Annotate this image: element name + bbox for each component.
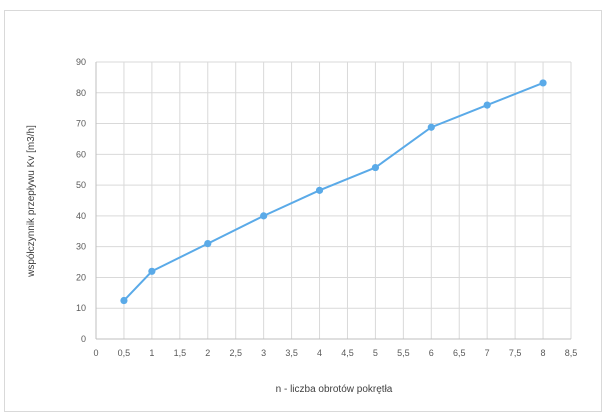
x-tick-label: 8,5 xyxy=(565,348,578,358)
data-point xyxy=(539,79,547,87)
y-tick-label: 80 xyxy=(76,88,86,98)
x-tick-label: 2,5 xyxy=(229,348,242,358)
x-tick-label: 8 xyxy=(541,348,546,358)
y-tick-label: 30 xyxy=(76,242,86,252)
x-tick-label: 5,5 xyxy=(397,348,410,358)
x-tick-label: 5 xyxy=(373,348,378,358)
series-line xyxy=(123,81,544,302)
x-tick-label: 0,5 xyxy=(118,348,131,358)
series xyxy=(120,79,547,305)
data-point xyxy=(315,186,324,194)
x-tick-label: 0 xyxy=(93,348,98,358)
x-tick-label: 3,5 xyxy=(285,348,298,358)
x-tick-label: 4,5 xyxy=(341,348,354,358)
data-point xyxy=(371,163,380,172)
chart-frame xyxy=(4,10,602,412)
x-axis-title: n - liczba obrotów pokrętła xyxy=(276,384,393,395)
data-point xyxy=(483,101,491,109)
x-tick-label: 7,5 xyxy=(509,348,522,358)
data-point xyxy=(204,239,212,248)
y-tick-label: 0 xyxy=(81,334,86,344)
data-point xyxy=(120,296,128,305)
y-tick-label: 50 xyxy=(76,180,86,190)
y-axis-title: współczynnik przepływu Kv [m3/h] xyxy=(26,125,37,278)
y-tick-label: 20 xyxy=(76,272,86,282)
x-tick-label: 1 xyxy=(149,348,154,358)
y-tick-labels: 0 10 20 30 40 50 60 70 80 90 xyxy=(76,57,86,344)
y-tick-label: 10 xyxy=(76,303,86,313)
y-tick-label: 60 xyxy=(76,149,86,159)
axes xyxy=(95,62,571,340)
x-tick-label: 6 xyxy=(429,348,434,358)
y-tick-label: 40 xyxy=(76,211,86,221)
data-point xyxy=(427,123,435,131)
x-tick-label: 6,5 xyxy=(453,348,466,358)
x-tick-label: 4 xyxy=(317,348,322,358)
grid xyxy=(96,61,572,339)
data-point xyxy=(260,212,268,220)
x-tick-label: 2 xyxy=(205,348,210,358)
y-tick-label: 70 xyxy=(76,119,86,129)
data-point xyxy=(148,267,156,275)
x-tick-label: 7 xyxy=(485,348,490,358)
y-tick-label: 90 xyxy=(76,57,86,67)
x-tick-label: 3 xyxy=(261,348,266,358)
x-tick-label: 1,5 xyxy=(174,348,187,358)
x-tick-labels: 0 0,5 1 1,5 2 2,5 3 3,5 4 4,5 5 5,5 6 6,5 7 7,5 8 8,5 xyxy=(93,348,577,358)
